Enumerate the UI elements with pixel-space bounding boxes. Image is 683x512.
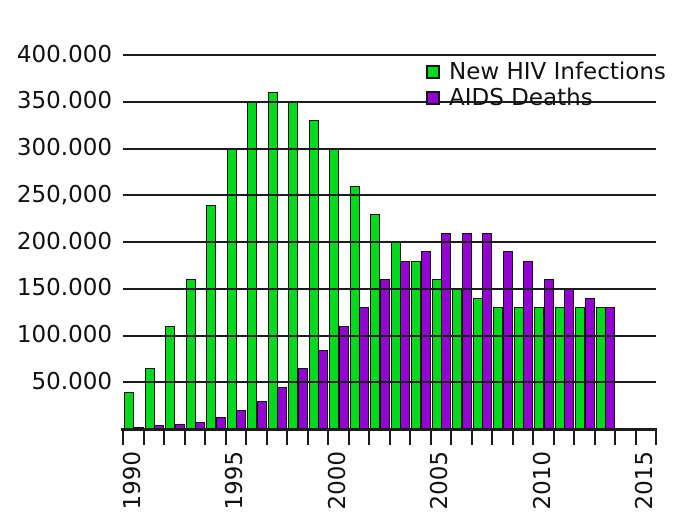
y-tick-label: 100.000	[16, 322, 112, 348]
aids-deaths-swatch-icon	[426, 91, 440, 105]
legend-item-new-hiv-infections: New HIV Infections	[426, 59, 666, 85]
aids-deaths-bar	[236, 410, 246, 429]
aids-deaths-bar	[441, 233, 451, 429]
gridline	[123, 381, 656, 384]
x-tick-label: 1990	[119, 451, 146, 510]
gridline	[123, 334, 656, 337]
x-tick-label: 2010	[529, 451, 556, 510]
hiv-infections-swatch-icon	[426, 65, 440, 79]
x-tick-label: 2005	[427, 451, 454, 510]
hiv-infections-bar	[534, 307, 544, 429]
hiv-infections-bar	[575, 307, 585, 429]
x-axis-tick	[594, 431, 596, 445]
x-axis-tick	[389, 431, 391, 445]
aids-deaths-bar	[523, 261, 533, 429]
aids-deaths-bar	[462, 233, 472, 429]
gridline	[123, 241, 656, 243]
x-axis-tick	[430, 431, 432, 445]
x-axis-tick	[204, 431, 206, 445]
x-tick-label: 2000	[324, 451, 351, 510]
aids-deaths-bar	[544, 279, 554, 429]
aids-deaths-bar	[380, 279, 390, 429]
x-axis-tick	[471, 431, 473, 445]
aids-deaths-bar	[257, 401, 267, 429]
legend-item-aids-deaths: AIDS Deaths	[426, 85, 666, 111]
aids-deaths-bar	[277, 387, 287, 429]
x-axis-tick	[635, 431, 637, 445]
x-axis-tick	[245, 431, 247, 445]
x-axis-tick	[409, 431, 411, 445]
gridline	[123, 194, 656, 197]
hiv-infections-bar	[165, 326, 175, 429]
aids-deaths-bar	[421, 251, 431, 429]
x-axis-tick	[327, 431, 329, 445]
y-tick-label: 250,000	[16, 181, 112, 208]
hiv-infections-bar	[370, 214, 380, 429]
x-axis-tick	[348, 431, 350, 445]
x-axis-tick	[614, 431, 616, 445]
aids-deaths-bar	[605, 307, 615, 429]
hiv-infections-bar	[452, 289, 462, 429]
x-axis-tick	[368, 431, 370, 445]
hiv-infections-bar	[145, 368, 155, 429]
hiv-infections-bar	[124, 392, 134, 429]
x-tick-label: 2015	[632, 451, 659, 510]
x-axis-tick	[491, 431, 493, 445]
legend: New HIV Infections AIDS Deaths	[426, 59, 666, 111]
y-tick-label: 300.000	[16, 135, 112, 161]
aids-deaths-bar	[503, 251, 513, 429]
x-axis-tick	[163, 431, 165, 445]
x-axis-tick	[532, 431, 534, 445]
y-tick-label: 350.000	[16, 88, 112, 115]
gridline	[123, 100, 656, 103]
y-tick-label: 150.000	[16, 275, 112, 302]
hiv-infections-bar	[186, 279, 196, 429]
y-tick-label: 200.000	[16, 228, 112, 255]
hiv-infections-bar	[247, 102, 257, 429]
x-axis-tick	[143, 431, 145, 445]
hiv-infections-bar	[206, 205, 216, 429]
x-axis-tick	[450, 431, 452, 445]
aids-deaths-bar	[400, 261, 410, 429]
y-tick-label: 400.000	[16, 41, 112, 68]
hiv-infections-bar	[411, 261, 421, 429]
aids-deaths-bar	[359, 307, 369, 429]
x-axis-line	[121, 428, 657, 431]
aids-deaths-bar	[298, 368, 308, 429]
x-axis-tick	[184, 431, 186, 445]
gridline	[123, 147, 656, 150]
x-axis-tick	[286, 431, 288, 445]
hiv-infections-legend-label: New HIV Infections	[449, 59, 666, 85]
x-axis-tick	[512, 431, 514, 445]
aids-deaths-bar	[339, 326, 349, 429]
gridline	[123, 287, 656, 290]
y-tick-label: 50.000	[31, 368, 112, 395]
x-tick-label: 1995	[222, 451, 249, 510]
x-axis-tick	[553, 431, 555, 445]
x-axis-tick	[655, 431, 657, 445]
hiv-infections-bar	[493, 307, 503, 429]
hiv-infections-bar	[288, 102, 298, 429]
x-axis-tick	[266, 431, 268, 445]
aids-deaths-bar	[585, 298, 595, 429]
aids-deaths-bar	[564, 289, 574, 429]
x-axis-tick	[225, 431, 227, 445]
x-axis-tick	[307, 431, 309, 445]
aids-deaths-legend-label: AIDS Deaths	[449, 85, 593, 111]
aids-deaths-bar	[482, 233, 492, 429]
x-axis-tick	[122, 431, 124, 445]
x-axis-tick	[573, 431, 575, 445]
aids-deaths-bar	[318, 350, 328, 429]
hiv-infections-bar	[268, 92, 278, 429]
gridline	[123, 54, 656, 56]
